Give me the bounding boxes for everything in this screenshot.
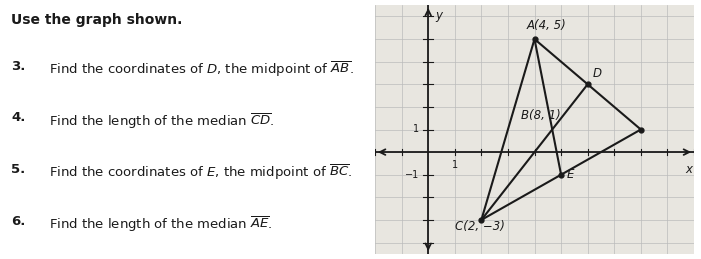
Text: D: D	[593, 67, 602, 80]
Text: Find the coordinates of $D$, the midpoint of $\overline{AB}$.: Find the coordinates of $D$, the midpoin…	[49, 60, 353, 79]
Text: 1: 1	[451, 160, 458, 170]
Text: Use the graph shown.: Use the graph shown.	[11, 13, 183, 27]
Text: x: x	[686, 163, 693, 176]
Text: B(8, 1): B(8, 1)	[522, 109, 561, 121]
Text: E: E	[566, 169, 574, 182]
Text: 3.: 3.	[11, 60, 26, 73]
Text: −1: −1	[404, 170, 419, 180]
Text: Find the length of the median $\overline{CD}$.: Find the length of the median $\overline…	[49, 111, 275, 131]
Text: 5.: 5.	[11, 163, 25, 176]
Text: A(4, 5): A(4, 5)	[526, 19, 566, 32]
Text: Find the coordinates of $E$, the midpoint of $\overline{BC}$.: Find the coordinates of $E$, the midpoin…	[49, 163, 352, 182]
Text: Find the length of the median $\overline{AE}$.: Find the length of the median $\overline…	[49, 215, 273, 234]
Text: 4.: 4.	[11, 111, 26, 124]
Text: 1: 1	[413, 125, 419, 134]
Text: 6.: 6.	[11, 215, 26, 228]
Text: C(2, −3): C(2, −3)	[455, 220, 505, 233]
Text: y: y	[435, 9, 442, 21]
